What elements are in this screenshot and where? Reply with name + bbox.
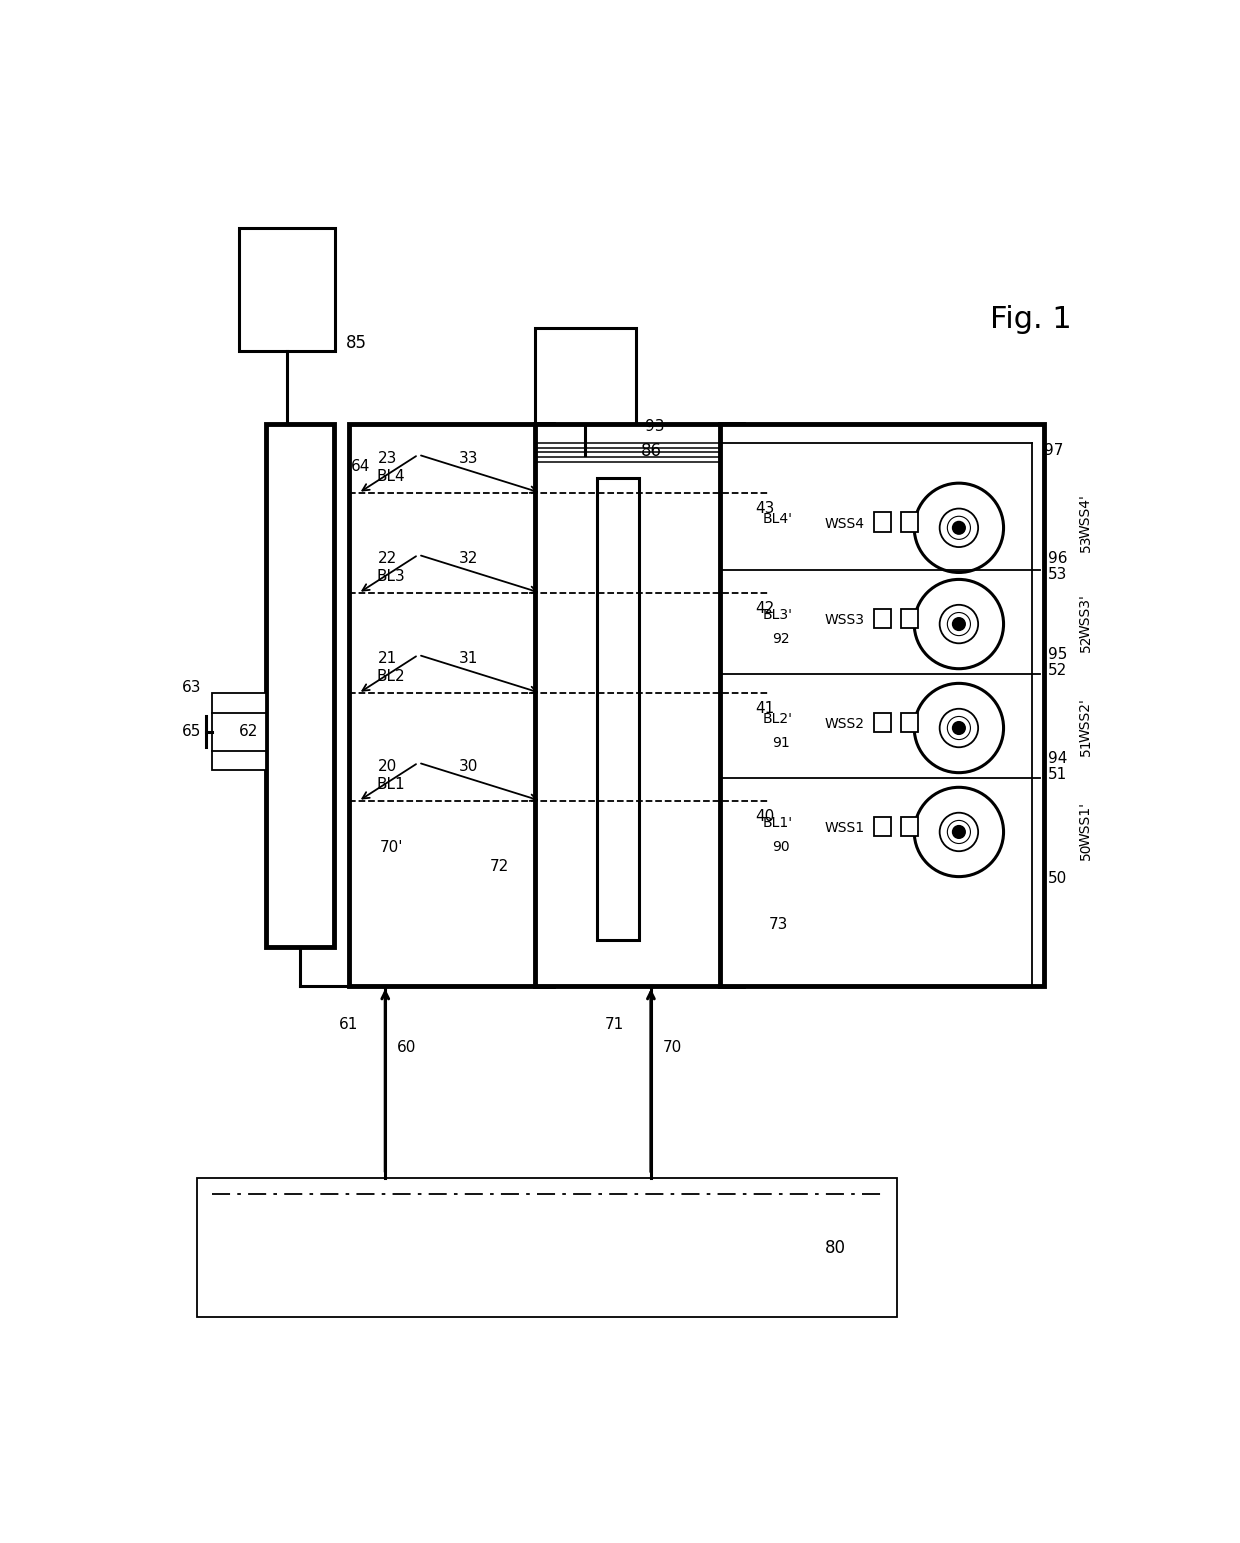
Text: WSS3: WSS3 <box>825 613 864 626</box>
Circle shape <box>952 617 965 630</box>
Bar <box>901 608 918 628</box>
Text: 86: 86 <box>640 441 661 460</box>
Bar <box>874 608 892 628</box>
Text: 70: 70 <box>662 1040 682 1055</box>
Text: 60: 60 <box>397 1040 417 1055</box>
Bar <box>901 512 918 532</box>
Circle shape <box>952 722 965 734</box>
Text: 62: 62 <box>239 724 258 739</box>
Bar <box>536 327 635 455</box>
Text: 33: 33 <box>459 451 479 466</box>
Text: BL1: BL1 <box>376 776 404 792</box>
Circle shape <box>952 826 965 838</box>
Text: 93: 93 <box>645 418 665 434</box>
Text: BL2': BL2' <box>763 711 792 725</box>
Text: 71: 71 <box>605 1017 624 1032</box>
Text: 30: 30 <box>459 759 479 775</box>
Text: 96: 96 <box>1048 551 1068 566</box>
Text: BL1': BL1' <box>763 816 792 830</box>
Text: WSS4': WSS4' <box>1079 494 1092 539</box>
Text: 31: 31 <box>459 651 479 667</box>
Text: 80: 80 <box>825 1239 846 1256</box>
Text: 23: 23 <box>378 451 397 466</box>
Text: 63: 63 <box>182 680 201 694</box>
Text: 92: 92 <box>773 633 790 647</box>
Text: WSS1': WSS1' <box>1079 802 1092 846</box>
Text: WSS2': WSS2' <box>1079 699 1092 742</box>
Text: 97: 97 <box>1044 443 1063 458</box>
Text: 41: 41 <box>755 701 775 716</box>
Text: WSS3': WSS3' <box>1079 594 1092 639</box>
Text: BL3: BL3 <box>376 569 404 583</box>
Bar <box>265 424 334 947</box>
Bar <box>350 424 553 986</box>
Text: WSS1: WSS1 <box>825 821 864 835</box>
Text: BL3': BL3' <box>763 608 792 622</box>
Bar <box>239 227 335 350</box>
Text: 21: 21 <box>378 651 397 667</box>
Bar <box>720 424 1044 986</box>
Text: 20: 20 <box>378 759 397 775</box>
Bar <box>212 693 265 770</box>
Text: 94: 94 <box>1048 751 1068 767</box>
Text: 72: 72 <box>490 859 508 875</box>
Text: BL4': BL4' <box>763 512 792 526</box>
Bar <box>596 478 640 940</box>
Bar <box>901 713 918 731</box>
Bar <box>874 512 892 532</box>
Bar <box>197 1179 898 1318</box>
Text: 52: 52 <box>1079 634 1092 653</box>
Bar <box>874 816 892 836</box>
Bar <box>901 816 918 836</box>
Bar <box>874 713 892 731</box>
Text: 85: 85 <box>346 333 367 352</box>
Text: 91: 91 <box>773 736 790 750</box>
Text: 64: 64 <box>351 458 370 474</box>
Text: 22: 22 <box>378 551 397 566</box>
Text: 65: 65 <box>182 724 201 739</box>
Text: 61: 61 <box>339 1017 358 1032</box>
Text: 50: 50 <box>1048 870 1068 886</box>
Text: BL4: BL4 <box>376 469 404 483</box>
Text: 90: 90 <box>773 841 790 855</box>
Text: Fig. 1: Fig. 1 <box>990 306 1071 335</box>
Text: 53: 53 <box>1079 534 1092 552</box>
Text: 53: 53 <box>1048 566 1068 582</box>
Text: 70': 70' <box>379 839 403 855</box>
Text: BL2: BL2 <box>376 670 404 684</box>
Text: 50: 50 <box>1079 842 1092 859</box>
Text: WSS2: WSS2 <box>825 717 864 731</box>
Text: 95: 95 <box>1048 648 1068 662</box>
Text: 73: 73 <box>769 917 787 932</box>
Bar <box>536 424 743 986</box>
Text: 51: 51 <box>1079 739 1092 756</box>
Text: 42: 42 <box>755 602 775 616</box>
Text: 40: 40 <box>755 809 775 824</box>
Text: 52: 52 <box>1048 663 1068 677</box>
Circle shape <box>952 522 965 534</box>
Text: 32: 32 <box>459 551 479 566</box>
Text: WSS4: WSS4 <box>825 517 864 531</box>
Text: 43: 43 <box>755 501 775 515</box>
Text: 51: 51 <box>1048 767 1068 782</box>
